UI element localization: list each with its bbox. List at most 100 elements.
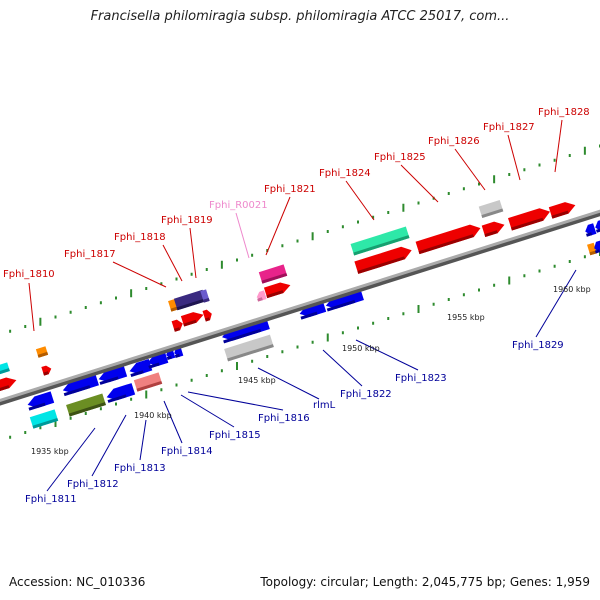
lower-tick [538,269,541,273]
gene-minus-d[interactable] [105,383,136,403]
leader-line [535,269,577,338]
gene-orange-c[interactable] [587,242,597,256]
gene-label-fphi-1827[interactable]: Fphi_1827 [483,122,535,133]
lower-tick [145,390,148,399]
gene-minus-a-shade [28,402,46,411]
gene-label-fphi-1823[interactable]: Fphi_1823 [395,373,447,384]
gene-minus-a-body [27,391,55,408]
gene-cyan-a[interactable] [0,362,10,378]
gene-label-fphi-1811[interactable]: Fphi_1811 [25,494,77,505]
gene-salmon[interactable] [133,372,163,392]
gene-orange-c-shade [589,250,597,256]
leader-line [454,148,486,191]
gene-minus-b-body [62,373,99,394]
gene-minus-h-shade [174,353,180,358]
upper-tick [296,239,299,243]
gene-minus-f[interactable] [146,351,169,369]
gene-grey-a-body [478,199,504,219]
upper-tick [145,287,148,290]
gene-plus-k[interactable] [548,199,577,219]
gene-purple-b[interactable] [200,289,210,303]
gene-minus-m[interactable] [594,219,600,233]
gene-plus-j[interactable] [508,205,552,231]
gene-salmon-shade [136,380,163,392]
gene-plus-h-shade [418,234,474,255]
lower-tick [281,350,284,354]
gene-plus-h[interactable] [415,222,483,255]
gene-label-fphi-1818[interactable]: Fphi_1818 [114,232,166,243]
gene-purple[interactable] [173,289,207,311]
gene-label-fphi-1813[interactable]: Fphi_1813 [114,463,166,474]
gene-plus-b[interactable] [41,364,52,376]
gene-minus-c[interactable] [97,365,128,385]
lower-tick [357,326,359,330]
gene-label-fphi-1815[interactable]: Fphi_1815 [209,430,261,441]
upper-tick [311,232,314,241]
gene-minus-b-shade [63,385,91,397]
gene-minus-b[interactable] [61,373,99,397]
leader-line [322,349,363,387]
gene-label-fphi-1819[interactable]: Fphi_1819 [161,215,213,226]
leader-line [163,400,183,444]
gene-minus-n[interactable] [593,240,600,254]
gene-label-fphi-1825[interactable]: Fphi_1825 [374,152,426,163]
gene-cyan-b[interactable] [29,409,59,429]
gene-label-fphi-1824[interactable]: Fphi_1824 [319,168,371,179]
gene-label-fphi-1821[interactable]: Fphi_1821 [264,184,316,195]
gene-minus-e[interactable] [128,358,153,378]
kbp-label: 1955 kbp [447,313,485,322]
lower-tick [311,340,314,344]
leader-line [507,134,521,181]
gene-plus-i[interactable] [481,219,507,238]
gene-plus-e[interactable] [202,309,214,322]
lower-tick [220,369,223,373]
gene-olive[interactable] [66,393,106,417]
gene-rna-b[interactable] [255,290,267,302]
gene-label-fphi-1822[interactable]: Fphi_1822 [340,389,392,400]
lower-tick [326,333,329,342]
gene-plus-g[interactable] [354,244,413,274]
upper-tick [357,220,359,224]
gene-minus-d-shade [107,394,127,403]
lower-tick [205,374,208,377]
lower-tick [296,345,299,349]
lower-tick [115,402,117,406]
gene-minus-c-shade [99,376,119,385]
gene-grey-a[interactable] [478,199,504,219]
gene-teal[interactable] [350,226,410,256]
gene-label-fphi-1816[interactable]: Fphi_1816 [258,413,310,424]
gene-plus-d[interactable] [180,309,205,327]
gene-label-fphi-1814[interactable]: Fphi_1814 [161,446,213,457]
gene-plus-b-shade [43,371,49,376]
gene-trna[interactable] [258,264,288,284]
gene-grey-b[interactable] [224,334,274,362]
gene-label-fphi-1810[interactable]: Fphi_1810 [3,269,55,280]
gene-label-fphi-1826[interactable]: Fphi_1826 [428,136,480,147]
lower-tick [341,331,344,335]
upper-tick [523,168,526,172]
gene-plus-a-shade [0,385,10,394]
gene-plus-j-body [508,208,551,231]
lower-tick [84,412,87,415]
gene-plus-f[interactable] [263,280,292,299]
lower-tick [69,416,72,420]
gene-label-fphi-1812[interactable]: Fphi_1812 [67,479,119,490]
gene-minus-a[interactable] [26,391,55,411]
gene-label-fphi-r0021[interactable]: Fphi_R0021 [209,200,268,211]
gene-minus-g-shade [166,355,172,360]
gene-label-fphi-1829[interactable]: Fphi_1829 [512,340,564,351]
gene-minus-l-body [585,223,597,236]
gene-plus-a[interactable] [0,375,18,394]
gene-label-fphi-1828[interactable]: Fphi_1828 [538,107,590,118]
lower-tick [432,302,435,306]
gene-plus-i-shade [484,230,498,238]
gene-label-fphi-1817[interactable]: Fphi_1817 [64,249,116,260]
gene-orange-a[interactable] [35,346,49,358]
gene-label-rlml[interactable]: rlmL [313,400,336,411]
gene-cyan-a-shade [0,368,10,378]
gene-plus-c[interactable] [171,318,185,332]
upper-tick [205,268,208,271]
gene-minus-m-body [595,219,600,232]
gene-minus-l[interactable] [584,223,597,237]
gene-minus-k-shade [326,299,356,312]
